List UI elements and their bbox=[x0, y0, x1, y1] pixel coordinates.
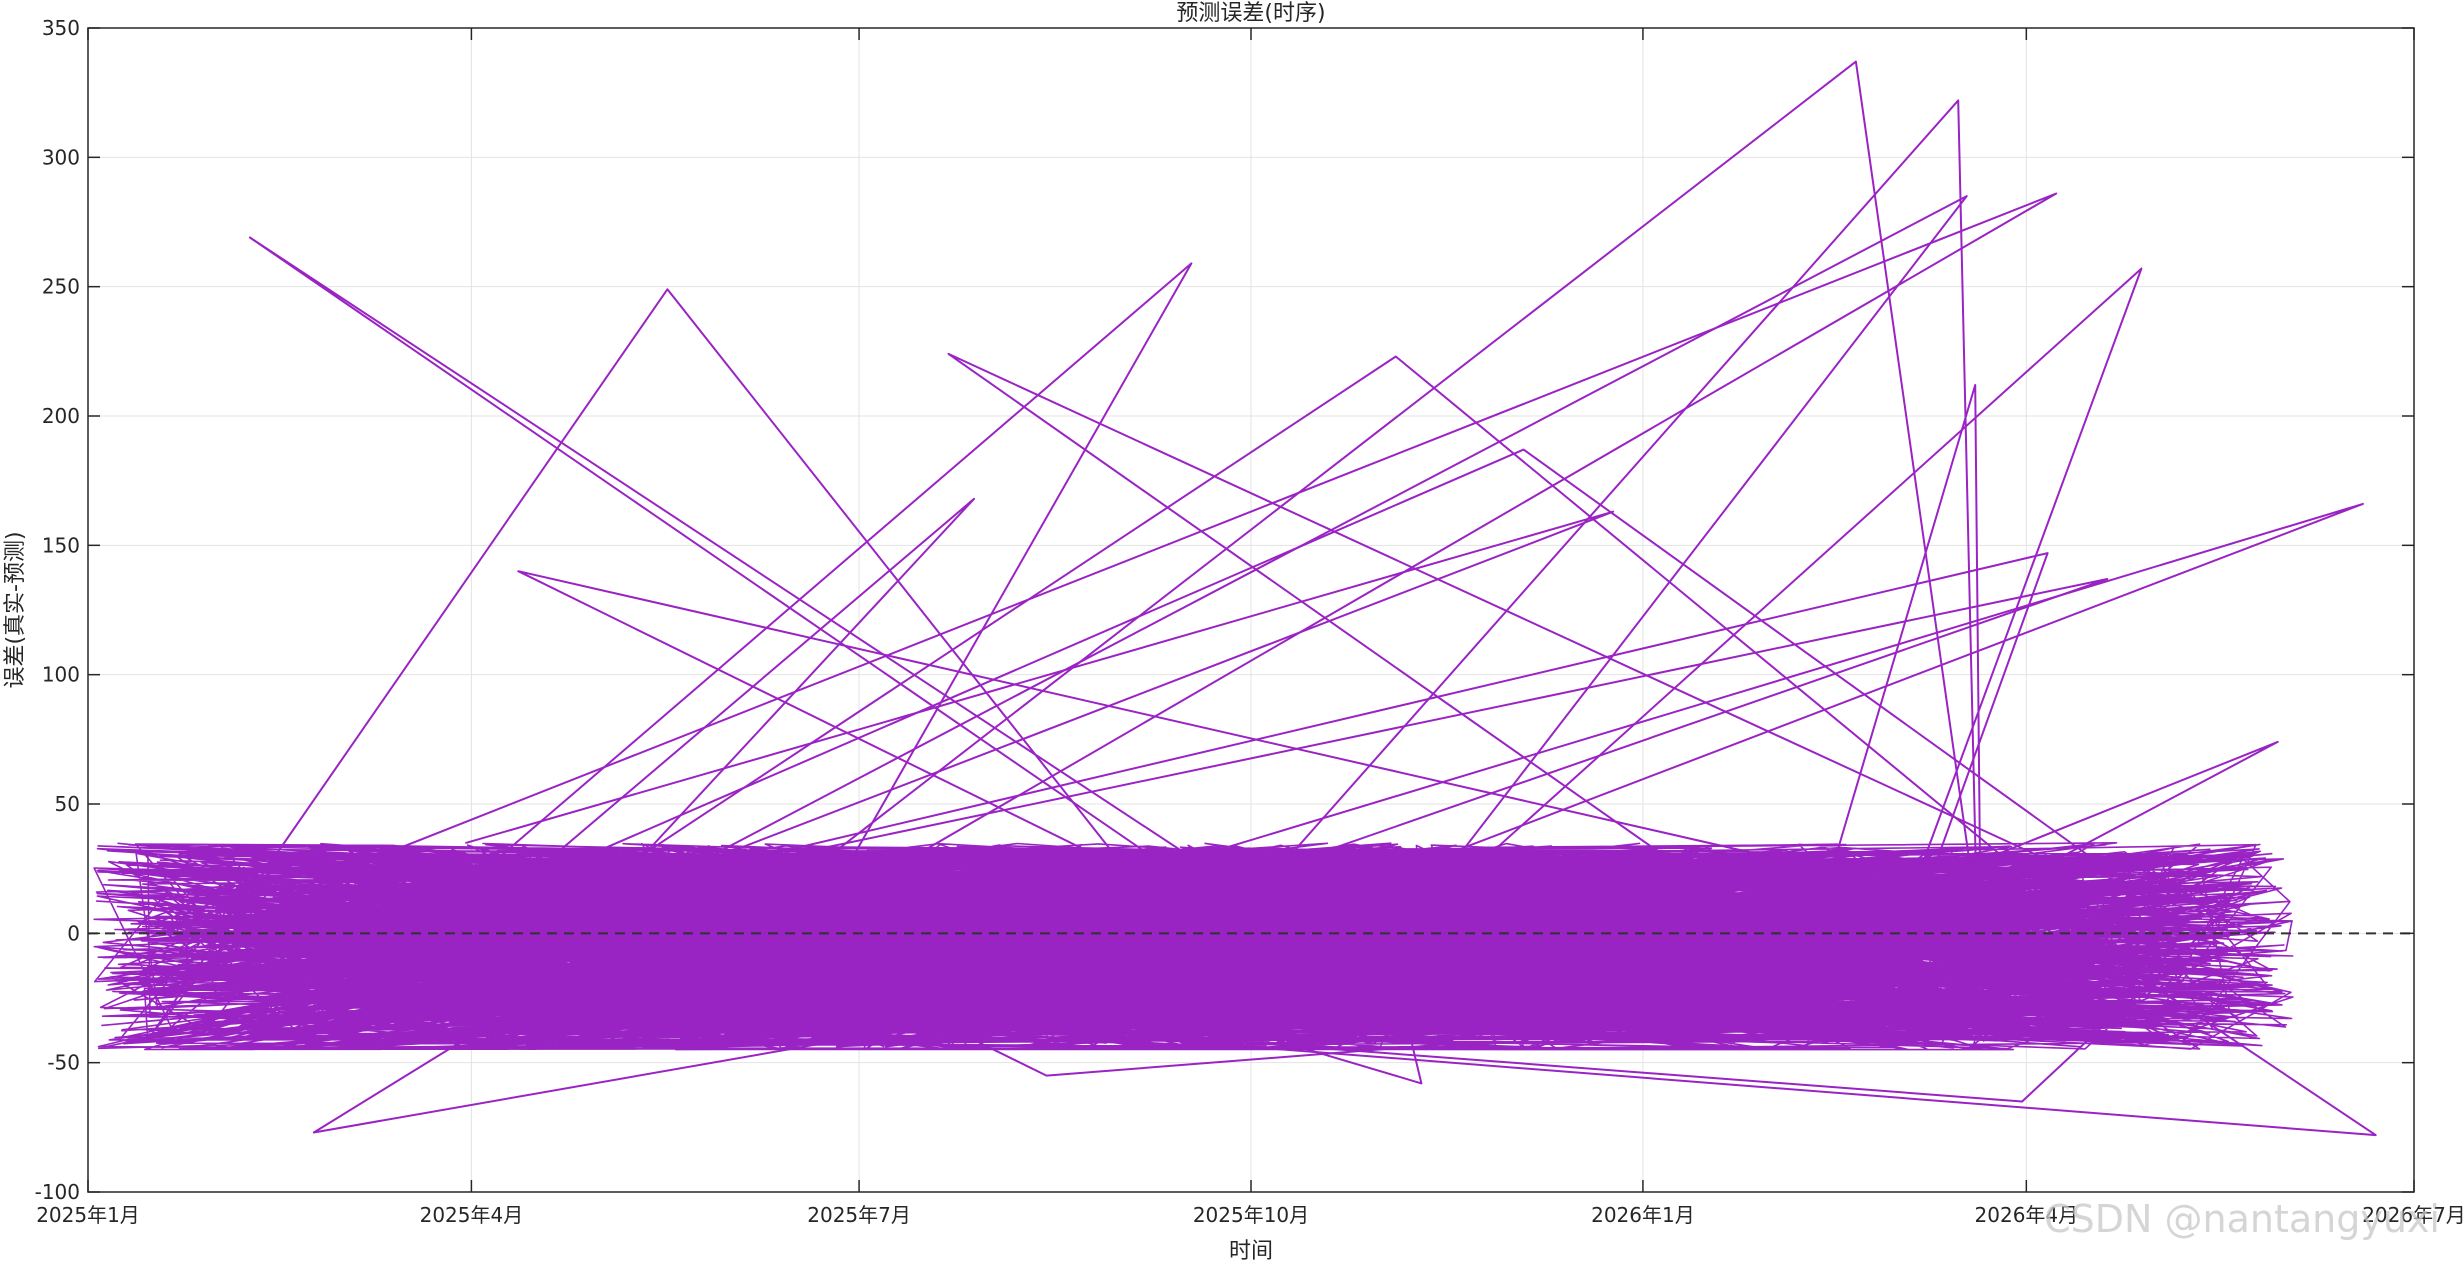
series-spike bbox=[293, 578, 2109, 990]
y-axis-title: 误差(真实-预测) bbox=[3, 531, 28, 688]
series-spike bbox=[474, 355, 2059, 967]
x-tick-label: 2026年4月 bbox=[1975, 1203, 2079, 1227]
series-spike bbox=[383, 448, 2203, 946]
series-spike bbox=[291, 192, 2058, 1000]
x-axis-title: 时间 bbox=[1229, 1239, 1273, 1262]
watermark-text: CSDN @nantangyuxi bbox=[2044, 1197, 2440, 1241]
y-tick-label: 0 bbox=[67, 921, 80, 945]
series-spike bbox=[845, 502, 2364, 1036]
y-tick-label: 200 bbox=[42, 404, 80, 428]
series-spike bbox=[517, 570, 2270, 986]
y-tick-label: 100 bbox=[42, 663, 80, 687]
series-spike bbox=[1033, 982, 2377, 1137]
series-spike bbox=[489, 195, 1968, 1013]
chart-title: 预测误差(时序) bbox=[1176, 1, 1325, 26]
y-tick-label: 300 bbox=[42, 145, 80, 169]
y-tick-label: 50 bbox=[55, 792, 80, 816]
y-tick-label: 250 bbox=[42, 275, 80, 299]
series-spike bbox=[582, 60, 1984, 1048]
y-tick-label: -50 bbox=[47, 1051, 80, 1075]
series-spike bbox=[248, 236, 1291, 924]
series-spike bbox=[1783, 384, 1982, 1032]
y-tick-label: 150 bbox=[42, 533, 80, 557]
series-spike bbox=[1416, 267, 2143, 920]
series-spike bbox=[449, 497, 976, 1042]
x-tick-label: 2026年1月 bbox=[1591, 1203, 1695, 1227]
x-tick-label: 2025年7月 bbox=[807, 1203, 911, 1227]
x-tick-label: 2026年7月 bbox=[2362, 1203, 2464, 1227]
series-spike bbox=[1656, 740, 2279, 1002]
series-spike bbox=[179, 908, 2229, 1103]
series-spike bbox=[155, 288, 1266, 1046]
error-series bbox=[93, 60, 2377, 1137]
y-axis: -100 -50 0 50 100 150 200 250 300 350 bbox=[35, 16, 2414, 1204]
series-spike bbox=[947, 352, 2053, 911]
series-spike bbox=[372, 262, 1193, 1044]
y-tick-label: -100 bbox=[35, 1180, 80, 1204]
series-line-dense bbox=[93, 842, 2294, 1051]
series-spike bbox=[220, 552, 2049, 985]
series-spike bbox=[1137, 99, 1978, 1028]
x-axis: 2025年1月 2025年4月 2025年7月 2025年10月 2026年1月 2026… bbox=[36, 28, 2464, 1227]
series-spike bbox=[312, 852, 1908, 1134]
series-spike bbox=[641, 850, 1423, 1085]
x-tick-label: 2025年1月 bbox=[36, 1203, 140, 1227]
series-spike bbox=[361, 510, 1615, 995]
x-tick-label: 2025年4月 bbox=[420, 1203, 524, 1227]
x-tick-label: 2025年10月 bbox=[1193, 1203, 1309, 1227]
y-tick-label: 350 bbox=[42, 16, 80, 40]
